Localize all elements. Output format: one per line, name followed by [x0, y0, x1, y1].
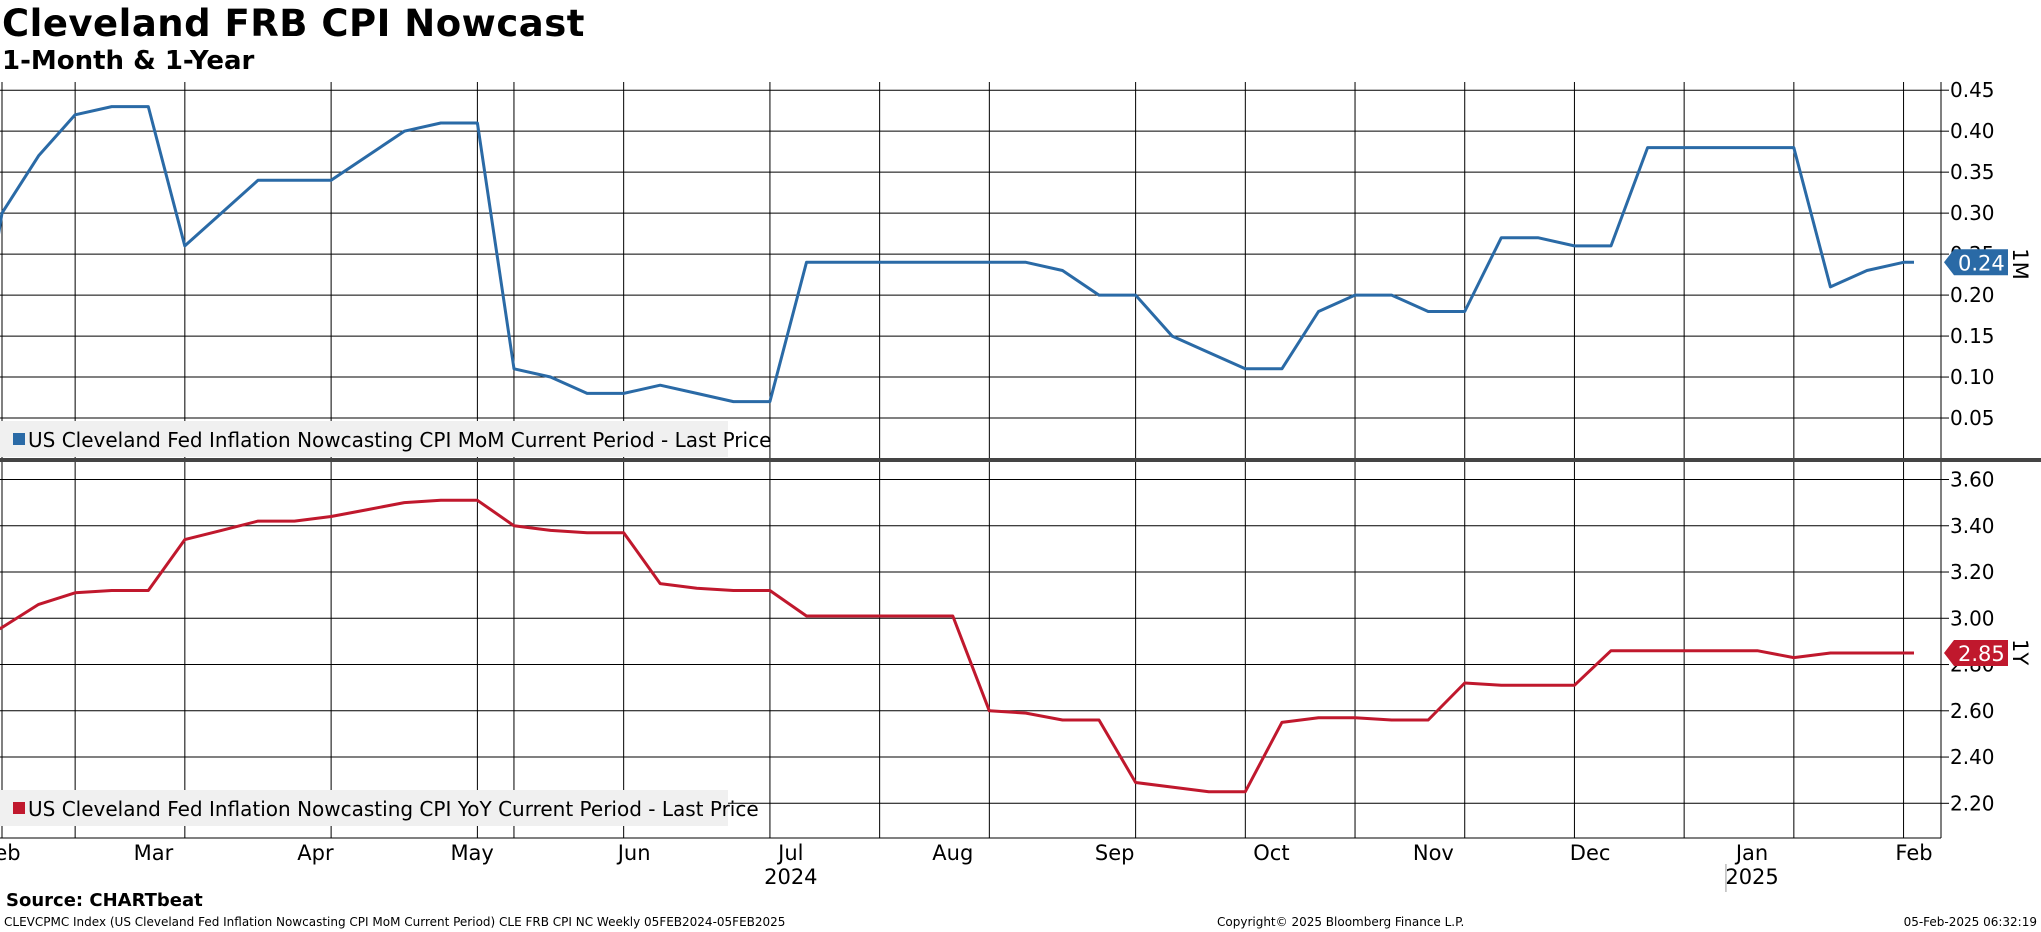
y-tick-label: 0.40	[1950, 119, 1995, 143]
legend-box	[0, 790, 728, 826]
source-label: Source: CHARTbeat	[6, 890, 203, 911]
chart-title: Cleveland FRB CPI Nowcast	[2, 2, 585, 45]
axis-tag: 1M	[2008, 248, 2032, 279]
x-tick-label: May	[450, 841, 493, 865]
x-tick-label: Aug	[932, 841, 973, 865]
y-tick-label: 2.40	[1950, 745, 1995, 769]
y-tick-label: 2.20	[1950, 791, 1995, 815]
y-tick-label: 0.15	[1950, 324, 1995, 348]
legend-label: US Cleveland Fed Inflation Nowcasting CP…	[28, 428, 771, 452]
y-tick-label: 3.20	[1950, 560, 1995, 584]
series-line-1Y	[0, 498, 1914, 794]
copyright-notice: Copyright© 2025 Bloomberg Finance L.P.	[1217, 915, 1465, 929]
x-tick-label: Jan	[1734, 841, 1768, 865]
legend-swatch	[13, 802, 25, 814]
x-tick-label: Feb	[1895, 841, 1932, 865]
x-tick-label: Mar	[134, 841, 174, 865]
y-tick-label: 0.45	[1950, 78, 1995, 102]
y-tick-label: 3.40	[1950, 514, 1995, 538]
series-line-1M	[0, 105, 1914, 404]
y-tick-label: 0.05	[1950, 406, 1995, 430]
last-value-tag	[1944, 639, 2008, 666]
y-tick-label: 3.60	[1950, 468, 1995, 492]
legend-box	[0, 421, 728, 457]
y-tick-label: 0.30	[1950, 201, 1995, 225]
y-tick-label: 0.10	[1950, 365, 1995, 389]
x-tick-label: Jul	[776, 841, 803, 865]
legend-label: US Cleveland Fed Inflation Nowcasting CP…	[28, 797, 759, 821]
x-tick-label: Sep	[1095, 841, 1135, 865]
x-tick-label: Apr	[297, 841, 334, 865]
y-tick-label: 2.60	[1950, 699, 1995, 723]
last-value-label: 0.24	[1958, 251, 2005, 275]
x-year-label: 2024	[764, 865, 817, 889]
y-tick-label: 0.20	[1950, 283, 1995, 307]
x-year-label: 2025	[1725, 865, 1778, 889]
x-tick-label: Nov	[1413, 841, 1454, 865]
y-tick-label: 3.00	[1950, 606, 1995, 630]
y-tick-label: 0.35	[1950, 160, 1995, 184]
x-tick-label: Jun	[616, 841, 651, 865]
last-value-label: 2.85	[1958, 642, 2005, 666]
timestamp: 05-Feb-2025 06:32:19	[1903, 915, 2037, 929]
x-tick-label: Feb	[0, 841, 21, 865]
ticker-info: CLEVCPMC Index (US Cleveland Fed Inflati…	[4, 915, 786, 929]
chart-subtitle: 1-Month & 1-Year	[2, 46, 255, 76]
x-tick-label: Oct	[1253, 841, 1289, 865]
axis-tag: 1Y	[2008, 639, 2032, 665]
x-tick-label: Dec	[1570, 841, 1611, 865]
last-value-tag	[1944, 249, 2008, 276]
legend-swatch	[13, 433, 25, 445]
